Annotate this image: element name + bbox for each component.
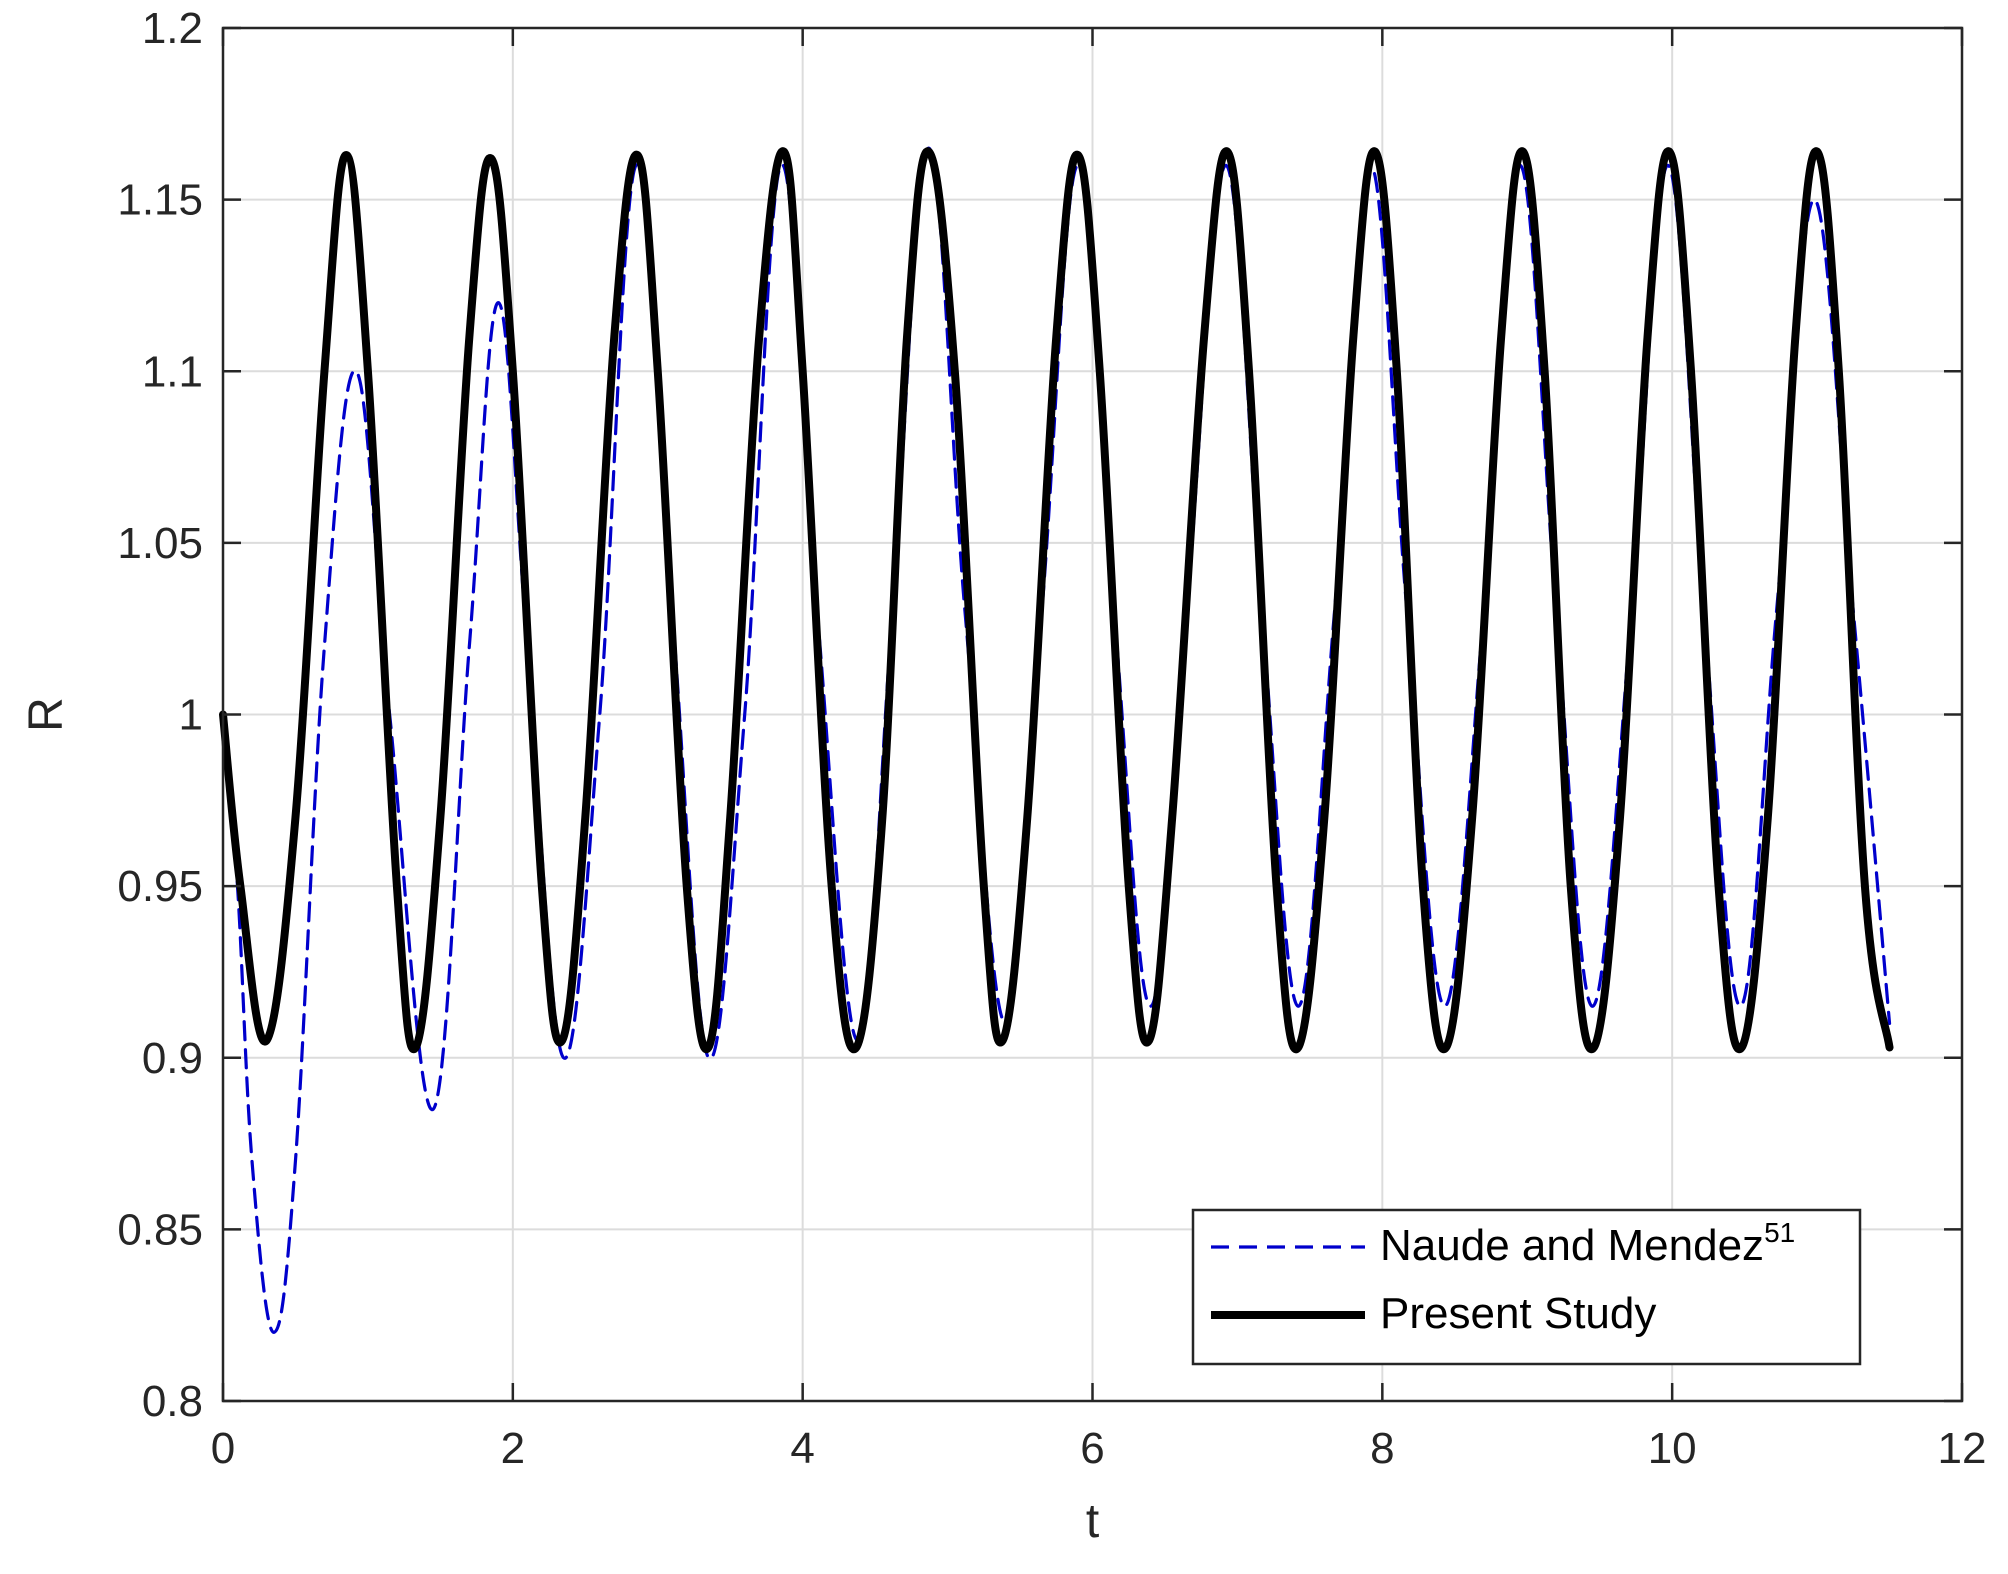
x-axis-tick-labels: 0 2 4 6 8 10 12 [211, 1424, 1987, 1473]
x-tick-label: 2 [501, 1424, 525, 1473]
y-tick-label: 0.95 [117, 862, 203, 911]
y-tick-label: 1.1 [142, 347, 203, 396]
x-tick-label: 10 [1648, 1424, 1697, 1473]
y-tick-label: 0.8 [142, 1377, 203, 1426]
y-tick-label: 1.2 [142, 4, 203, 53]
legend-box [1191, 1208, 1862, 1366]
x-axis-title: t [1086, 1495, 1099, 1548]
y-axis-tick-labels: 0.8 0.85 0.9 0.95 1 1.05 1.1 1.15 1.2 [117, 4, 203, 1426]
y-tick-label: 1.05 [117, 519, 203, 568]
series-lines [219, 146, 1894, 1334]
y-axis-title: R [20, 697, 73, 732]
legend-label-present-study-text: Present Study [1380, 1289, 1656, 1338]
legend-label-naude-and-mendez-text: Naude and Mendez [1380, 1221, 1764, 1270]
y-tick-label: 0.9 [142, 1034, 203, 1083]
y-tick-label: 1 [179, 691, 203, 740]
legend-label-present-study: Present Study [1380, 1289, 1656, 1338]
x-tick-label: 0 [211, 1424, 235, 1473]
x-tick-label: 4 [790, 1424, 814, 1473]
y-tick-label: 0.85 [117, 1205, 203, 1254]
legend-label-naude-and-mendez-superscript: 51 [1764, 1217, 1795, 1248]
x-tick-label: 6 [1080, 1424, 1104, 1473]
x-tick-label: 12 [1938, 1424, 1987, 1473]
series-line-present-study [219, 147, 1894, 1054]
axis-ticks [221, 26, 1964, 1403]
legend: Naude and Mendez51 Present Study [1191, 1208, 1862, 1366]
legend-label-naude-and-mendez: Naude and Mendez51 [1380, 1217, 1795, 1270]
x-tick-label: 8 [1370, 1424, 1394, 1473]
grid-lines [223, 28, 1962, 1401]
y-tick-label: 1.15 [117, 176, 203, 225]
